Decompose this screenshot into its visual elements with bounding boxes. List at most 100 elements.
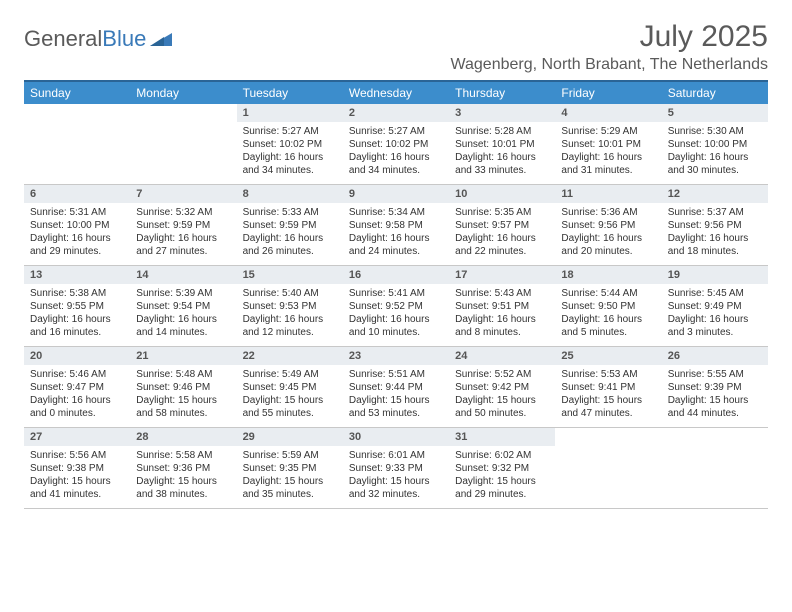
day-text: Sunrise: 5:29 AMSunset: 10:01 PMDaylight… [555, 122, 661, 183]
day-text: Sunrise: 5:49 AMSunset: 9:45 PMDaylight:… [237, 365, 343, 426]
sunrise-text: Sunrise: 5:40 AM [243, 287, 337, 300]
day-number: 29 [237, 428, 343, 446]
day-text: Sunrise: 5:28 AMSunset: 10:01 PMDaylight… [449, 122, 555, 183]
week-row: 20Sunrise: 5:46 AMSunset: 9:47 PMDayligh… [24, 347, 768, 428]
daylight-text: Daylight: 16 hours and 0 minutes. [30, 394, 124, 420]
day-number: 27 [24, 428, 130, 446]
daylight-text: Daylight: 15 hours and 29 minutes. [455, 475, 549, 501]
daylight-text: Daylight: 15 hours and 32 minutes. [349, 475, 443, 501]
day-number: 18 [555, 266, 661, 284]
sunset-text: Sunset: 9:59 PM [136, 219, 230, 232]
daylight-text: Daylight: 16 hours and 3 minutes. [668, 313, 762, 339]
daylight-text: Daylight: 15 hours and 58 minutes. [136, 394, 230, 420]
day-text: Sunrise: 5:41 AMSunset: 9:52 PMDaylight:… [343, 284, 449, 345]
daylight-text: Daylight: 16 hours and 24 minutes. [349, 232, 443, 258]
day-number: 22 [237, 347, 343, 365]
daylight-text: Daylight: 15 hours and 35 minutes. [243, 475, 337, 501]
location-text: Wagenberg, North Brabant, The Netherland… [450, 56, 768, 74]
day-text: Sunrise: 5:39 AMSunset: 9:54 PMDaylight:… [130, 284, 236, 345]
day-header: Sunday [24, 82, 130, 104]
sunset-text: Sunset: 9:41 PM [561, 381, 655, 394]
day-number: 20 [24, 347, 130, 365]
day-cell: 31Sunrise: 6:02 AMSunset: 9:32 PMDayligh… [449, 428, 555, 508]
week-row: 1Sunrise: 5:27 AMSunset: 10:02 PMDayligh… [24, 104, 768, 185]
day-header: Saturday [662, 82, 768, 104]
day-number: 1 [237, 104, 343, 122]
sunset-text: Sunset: 9:46 PM [136, 381, 230, 394]
sunrise-text: Sunrise: 5:43 AM [455, 287, 549, 300]
daylight-text: Daylight: 15 hours and 50 minutes. [455, 394, 549, 420]
day-cell: 10Sunrise: 5:35 AMSunset: 9:57 PMDayligh… [449, 185, 555, 265]
day-number [24, 104, 130, 108]
week-row: 13Sunrise: 5:38 AMSunset: 9:55 PMDayligh… [24, 266, 768, 347]
sunset-text: Sunset: 9:45 PM [243, 381, 337, 394]
title-block: July 2025 Wagenberg, North Brabant, The … [450, 20, 768, 74]
daylight-text: Daylight: 16 hours and 16 minutes. [30, 313, 124, 339]
day-number [555, 428, 661, 432]
day-cell: 16Sunrise: 5:41 AMSunset: 9:52 PMDayligh… [343, 266, 449, 346]
day-header: Tuesday [237, 82, 343, 104]
day-cell: 28Sunrise: 5:58 AMSunset: 9:36 PMDayligh… [130, 428, 236, 508]
daylight-text: Daylight: 16 hours and 14 minutes. [136, 313, 230, 339]
day-cell: 26Sunrise: 5:55 AMSunset: 9:39 PMDayligh… [662, 347, 768, 427]
day-cell: 5Sunrise: 5:30 AMSunset: 10:00 PMDayligh… [662, 104, 768, 184]
logo-triangle-icon [150, 26, 172, 52]
day-cell: 17Sunrise: 5:43 AMSunset: 9:51 PMDayligh… [449, 266, 555, 346]
day-text: Sunrise: 5:46 AMSunset: 9:47 PMDaylight:… [24, 365, 130, 426]
day-text: Sunrise: 6:02 AMSunset: 9:32 PMDaylight:… [449, 446, 555, 507]
day-header: Friday [555, 82, 661, 104]
daylight-text: Daylight: 16 hours and 10 minutes. [349, 313, 443, 339]
day-text: Sunrise: 5:44 AMSunset: 9:50 PMDaylight:… [555, 284, 661, 345]
day-header: Thursday [449, 82, 555, 104]
sunrise-text: Sunrise: 5:39 AM [136, 287, 230, 300]
daylight-text: Daylight: 15 hours and 38 minutes. [136, 475, 230, 501]
day-number: 5 [662, 104, 768, 122]
day-text: Sunrise: 5:53 AMSunset: 9:41 PMDaylight:… [555, 365, 661, 426]
logo-text-2: Blue [102, 26, 146, 52]
day-text: Sunrise: 5:31 AMSunset: 10:00 PMDaylight… [24, 203, 130, 264]
sunset-text: Sunset: 9:39 PM [668, 381, 762, 394]
day-number: 23 [343, 347, 449, 365]
sunset-text: Sunset: 9:54 PM [136, 300, 230, 313]
week-row: 6Sunrise: 5:31 AMSunset: 10:00 PMDayligh… [24, 185, 768, 266]
sunset-text: Sunset: 10:00 PM [30, 219, 124, 232]
day-number: 4 [555, 104, 661, 122]
sunset-text: Sunset: 10:00 PM [668, 138, 762, 151]
day-number: 19 [662, 266, 768, 284]
sunrise-text: Sunrise: 5:35 AM [455, 206, 549, 219]
daylight-text: Daylight: 15 hours and 44 minutes. [668, 394, 762, 420]
day-header-row: Sunday Monday Tuesday Wednesday Thursday… [24, 82, 768, 104]
month-title: July 2025 [450, 20, 768, 54]
sunset-text: Sunset: 10:01 PM [561, 138, 655, 151]
day-cell: 22Sunrise: 5:49 AMSunset: 9:45 PMDayligh… [237, 347, 343, 427]
sunrise-text: Sunrise: 5:48 AM [136, 368, 230, 381]
daylight-text: Daylight: 16 hours and 29 minutes. [30, 232, 124, 258]
daylight-text: Daylight: 16 hours and 18 minutes. [668, 232, 762, 258]
day-cell: 27Sunrise: 5:56 AMSunset: 9:38 PMDayligh… [24, 428, 130, 508]
day-cell: 20Sunrise: 5:46 AMSunset: 9:47 PMDayligh… [24, 347, 130, 427]
day-text: Sunrise: 5:52 AMSunset: 9:42 PMDaylight:… [449, 365, 555, 426]
day-cell: 2Sunrise: 5:27 AMSunset: 10:02 PMDayligh… [343, 104, 449, 184]
day-number: 14 [130, 266, 236, 284]
sunrise-text: Sunrise: 5:41 AM [349, 287, 443, 300]
day-number: 15 [237, 266, 343, 284]
sunset-text: Sunset: 9:51 PM [455, 300, 549, 313]
sunrise-text: Sunrise: 5:49 AM [243, 368, 337, 381]
day-text: Sunrise: 5:59 AMSunset: 9:35 PMDaylight:… [237, 446, 343, 507]
day-number: 11 [555, 185, 661, 203]
day-cell: 15Sunrise: 5:40 AMSunset: 9:53 PMDayligh… [237, 266, 343, 346]
day-cell: 12Sunrise: 5:37 AMSunset: 9:56 PMDayligh… [662, 185, 768, 265]
day-number: 10 [449, 185, 555, 203]
day-text: Sunrise: 5:27 AMSunset: 10:02 PMDaylight… [237, 122, 343, 183]
sunset-text: Sunset: 10:01 PM [455, 138, 549, 151]
day-text: Sunrise: 5:38 AMSunset: 9:55 PMDaylight:… [24, 284, 130, 345]
day-text: Sunrise: 5:34 AMSunset: 9:58 PMDaylight:… [343, 203, 449, 264]
sunrise-text: Sunrise: 5:59 AM [243, 449, 337, 462]
daylight-text: Daylight: 15 hours and 47 minutes. [561, 394, 655, 420]
sunrise-text: Sunrise: 5:44 AM [561, 287, 655, 300]
day-number: 31 [449, 428, 555, 446]
day-cell: 13Sunrise: 5:38 AMSunset: 9:55 PMDayligh… [24, 266, 130, 346]
daylight-text: Daylight: 16 hours and 31 minutes. [561, 151, 655, 177]
day-number [662, 428, 768, 432]
sunset-text: Sunset: 9:47 PM [30, 381, 124, 394]
